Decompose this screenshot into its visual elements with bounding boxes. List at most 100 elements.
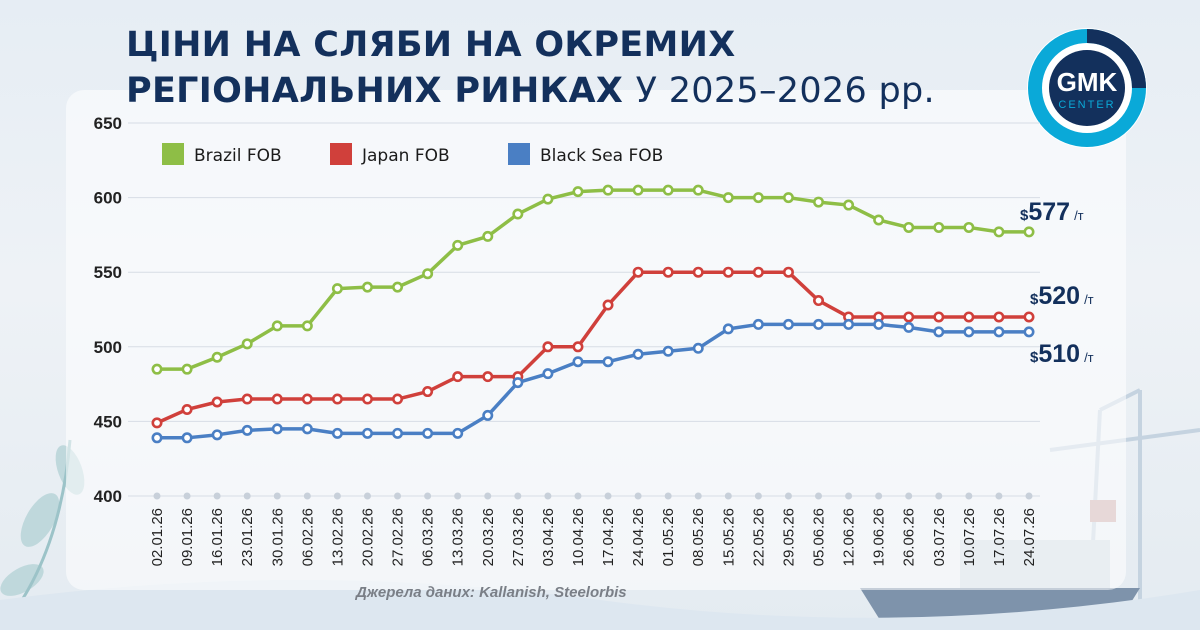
grid bbox=[128, 122, 1040, 497]
data-point bbox=[873, 214, 885, 226]
data-point bbox=[1023, 226, 1035, 238]
x-axis-dot bbox=[724, 492, 732, 500]
y-tick-label: 600 bbox=[94, 189, 122, 208]
data-point bbox=[963, 311, 975, 323]
end-value-label: $577/т bbox=[1020, 198, 1084, 226]
x-axis-dot bbox=[514, 492, 522, 500]
x-axis-dot bbox=[604, 492, 612, 500]
data-point bbox=[151, 417, 163, 429]
x-tick-label: 02.01.26 bbox=[149, 508, 166, 566]
wave bbox=[0, 580, 1200, 630]
x-axis-dot bbox=[243, 492, 251, 500]
data-point bbox=[933, 326, 945, 338]
x-axis-dot bbox=[333, 492, 341, 500]
legend-swatch bbox=[330, 143, 352, 165]
legend-swatch bbox=[162, 143, 184, 165]
data-point bbox=[271, 393, 283, 405]
data-point bbox=[632, 348, 644, 360]
x-tick-label: 17.07.26 bbox=[991, 508, 1008, 566]
data-point bbox=[602, 299, 614, 311]
x-tick-label: 20.03.26 bbox=[480, 508, 497, 566]
data-point bbox=[211, 351, 223, 363]
data-point bbox=[301, 320, 313, 332]
data-point bbox=[692, 342, 704, 354]
data-point bbox=[422, 268, 434, 280]
data-point bbox=[331, 283, 343, 295]
series-line bbox=[157, 188, 1029, 371]
x-tick-label: 22.05.26 bbox=[750, 508, 767, 566]
data-point bbox=[572, 356, 584, 368]
data-point bbox=[843, 318, 855, 330]
data-point bbox=[181, 432, 193, 444]
x-tick-label: 19.06.26 bbox=[871, 508, 888, 566]
data-point bbox=[722, 323, 734, 335]
x-axis-dot bbox=[845, 492, 853, 500]
end-label-unit: /т bbox=[1084, 350, 1094, 365]
data-point bbox=[722, 266, 734, 278]
chart-panel bbox=[66, 90, 1126, 590]
legend-label: Black Sea FOB bbox=[540, 146, 663, 166]
x-axis-dot bbox=[694, 492, 702, 500]
data-point bbox=[512, 208, 524, 220]
x-tick-label: 08.05.26 bbox=[690, 508, 707, 566]
end-label-value: 510 bbox=[1038, 340, 1080, 368]
title-light: У 2025–2026 рр. bbox=[635, 71, 935, 111]
end-label-unit: /т bbox=[1074, 208, 1084, 223]
data-point bbox=[241, 393, 253, 405]
data-point bbox=[422, 427, 434, 439]
data-point bbox=[782, 192, 794, 204]
data-point bbox=[993, 326, 1005, 338]
x-axis-dot bbox=[634, 492, 642, 500]
data-point bbox=[813, 295, 825, 307]
data-point bbox=[542, 368, 554, 380]
data-point bbox=[361, 281, 373, 293]
x-tick-label: 23.01.26 bbox=[239, 508, 256, 566]
end-value-label: $520/т bbox=[1030, 282, 1094, 310]
data-point bbox=[993, 226, 1005, 238]
data-point bbox=[993, 311, 1005, 323]
data-point bbox=[662, 266, 674, 278]
data-point bbox=[361, 393, 373, 405]
x-tick-label: 24.07.26 bbox=[1021, 508, 1038, 566]
data-point bbox=[782, 318, 794, 330]
end-labels: $577/т $520/т $510/т bbox=[1020, 198, 1094, 368]
legend-label: Brazil FOB bbox=[194, 146, 282, 166]
logo-text-bottom: CENTER bbox=[1058, 99, 1115, 111]
data-point bbox=[782, 266, 794, 278]
title-bold: ЦІНИ НА СЛЯБИ НА ОКРЕМИХ РЕГІОНАЛЬНИХ РИ… bbox=[126, 25, 736, 111]
data-point bbox=[722, 192, 734, 204]
x-axis-dot bbox=[273, 492, 281, 500]
data-point bbox=[482, 371, 494, 383]
end-label-currency: $ bbox=[1020, 207, 1029, 224]
series-line bbox=[156, 270, 1029, 425]
data-point bbox=[752, 192, 764, 204]
x-axis-dot bbox=[935, 492, 943, 500]
data-point bbox=[1023, 326, 1035, 338]
data-point bbox=[602, 184, 614, 196]
end-label-unit: /т bbox=[1084, 292, 1094, 307]
x-axis-dot bbox=[875, 492, 883, 500]
x-axis-dot bbox=[484, 492, 492, 500]
data-point bbox=[752, 266, 764, 278]
source-note: Джерела даних: Kallanish, Steelorbis bbox=[356, 584, 627, 601]
data-point bbox=[963, 221, 975, 233]
x-tick-label: 24.04.26 bbox=[630, 508, 647, 566]
data-point bbox=[572, 186, 584, 198]
data-point bbox=[602, 356, 614, 368]
x-axis-dot bbox=[303, 492, 311, 500]
x-tick-label: 27.02.26 bbox=[390, 508, 407, 566]
data-point bbox=[301, 393, 313, 405]
x-axis-dot bbox=[995, 492, 1003, 500]
x-axis-dot bbox=[574, 492, 582, 500]
x-tick-label: 29.05.26 bbox=[780, 508, 797, 566]
data-point bbox=[662, 184, 674, 196]
data-point bbox=[662, 345, 674, 357]
data-point bbox=[151, 432, 163, 444]
data-point bbox=[873, 318, 885, 330]
x-tick-label: 26.06.26 bbox=[901, 508, 918, 566]
y-tick-label: 550 bbox=[94, 263, 122, 282]
data-point bbox=[181, 363, 193, 375]
data-point bbox=[452, 427, 464, 439]
data-point bbox=[933, 311, 945, 323]
